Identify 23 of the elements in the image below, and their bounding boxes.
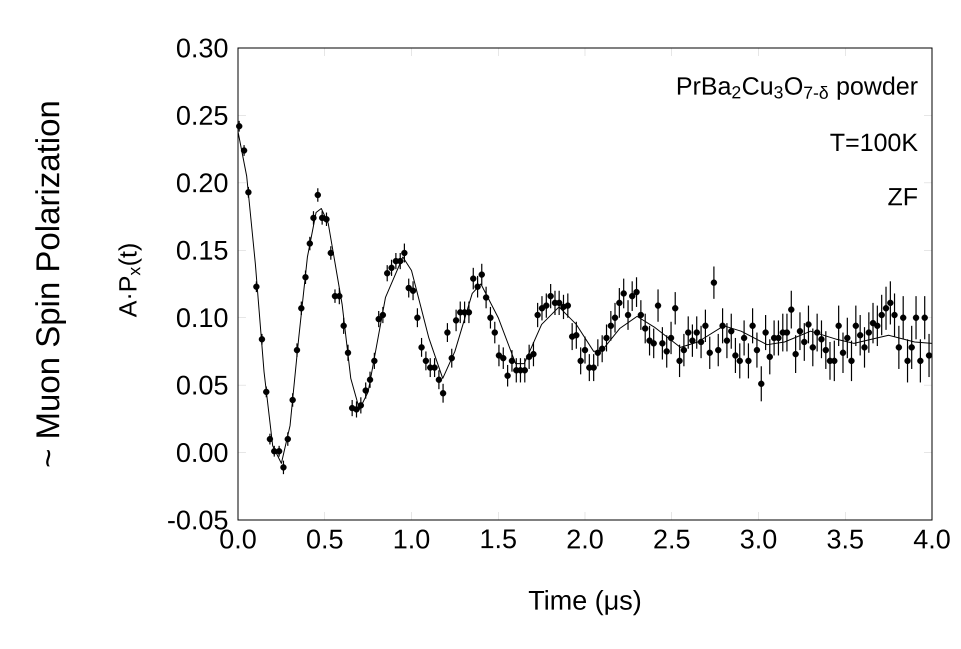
y-tick-label: 0.25 — [176, 106, 228, 125]
annotation: PrBa$_{2}$Cu$_{3}$O$_{7-δ}$ powder — [678, 76, 918, 100]
x-tick-label: 1.5 — [482, 530, 516, 548]
x-tick-label: 1.0 — [394, 530, 430, 549]
annotation: T=100K — [830, 134, 918, 152]
y-tick-label: 0.05 — [176, 376, 228, 395]
x-tick-label: 0.5 — [307, 530, 342, 549]
x-tick-label: 2.5 — [654, 530, 690, 549]
y-tick-label: 0.10 — [176, 308, 228, 328]
y-tick-label: -0.05 — [168, 510, 228, 530]
x-tick-label: 4.0 — [914, 530, 950, 549]
text: A·P$_{x}$(t) — [118, 244, 142, 318]
x-tick-label: 0.0 — [220, 530, 256, 549]
x-tick-label: 2.0 — [568, 530, 603, 549]
y-tick-label: 0.30 — [176, 38, 228, 58]
y-tick-label: 0.15 — [176, 240, 228, 260]
y-tick-label: 0.00 — [176, 443, 228, 462]
y-tick-label: 0.20 — [176, 173, 228, 192]
x-axis-title: Time (μs) — [528, 590, 640, 616]
y-axis-title: ~ Muon Spin Polarization — [35, 102, 66, 466]
x-tick-label: 3.5 — [828, 530, 863, 549]
annotation: ZF — [888, 188, 918, 206]
x-tick-label: 3.0 — [740, 530, 776, 549]
